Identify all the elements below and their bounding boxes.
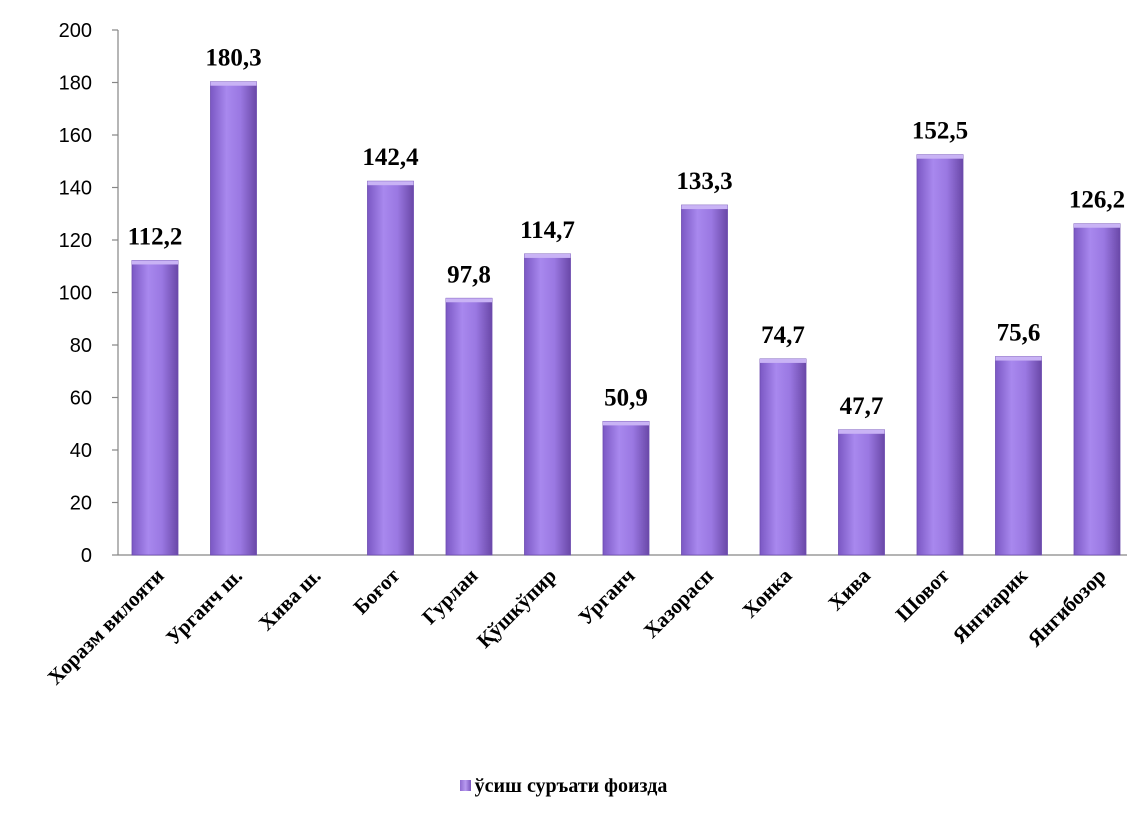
bar-top-bevel (917, 154, 963, 159)
bar (131, 260, 179, 556)
bar-body (524, 253, 571, 556)
y-tick-label: 120 (59, 230, 92, 252)
bar-body (131, 260, 179, 556)
x-tick-label: Хива (823, 563, 875, 615)
y-tick-label: 140 (59, 178, 92, 200)
bar-top-bevel (446, 298, 492, 303)
bar-body (681, 204, 728, 556)
y-tick-label: 180 (59, 73, 92, 95)
bar-body (916, 154, 964, 556)
bar-body (759, 358, 807, 556)
y-tick-label: 40 (70, 440, 92, 462)
bar-top-bevel (838, 429, 885, 434)
data-label: 74,7 (761, 322, 805, 349)
bar-body (1073, 223, 1121, 556)
y-tick-label: 20 (70, 493, 92, 515)
bars (131, 81, 1121, 556)
x-tick-label: Янгиарик (948, 563, 1033, 648)
bar (995, 356, 1042, 556)
y-tick-label: 60 (70, 388, 92, 410)
data-label: 142,4 (362, 144, 419, 171)
y-tick-label: 100 (59, 283, 92, 305)
data-labels: 112,2 180,3 142,4 97,8 114,7 50,9 133,3 74,7 47,… (128, 45, 1126, 420)
legend: ўсиш суръати фоизда (0, 775, 1127, 798)
bar (445, 297, 493, 556)
x-tick-label: Хоразм вилояти (43, 564, 169, 690)
x-tick-label: Урганч (574, 563, 640, 629)
data-label: 133,3 (676, 168, 732, 195)
bar (681, 204, 728, 556)
x-tick-label: Хонка (738, 563, 797, 622)
bar-top-bevel (132, 260, 178, 265)
data-label: 112,2 (128, 223, 183, 250)
data-label: 75,6 (997, 320, 1041, 347)
bar (524, 253, 571, 556)
data-label: 97,8 (447, 261, 491, 288)
y-tick-label: 0 (81, 545, 92, 567)
bar-top-bevel (367, 181, 414, 186)
bar-body (367, 180, 414, 556)
bar-body (995, 356, 1042, 556)
legend-label: ўсиш суръати фоизда (474, 775, 668, 797)
bar-top-bevel (210, 81, 257, 86)
bar-body (445, 297, 493, 556)
x-tick-label: Гурлан (417, 564, 482, 629)
x-tick-label: Хазорасп (639, 564, 718, 643)
x-tick-label: Шовот (891, 563, 954, 626)
x-tick-label: Урганч ш. (161, 564, 247, 650)
y-tick-label: 160 (59, 125, 92, 147)
x-tick-label: Янгибозор (1023, 564, 1111, 652)
bar-top-bevel (524, 253, 571, 258)
data-label: 47,7 (840, 393, 884, 420)
bar-body (602, 420, 650, 556)
bar (1073, 223, 1121, 556)
bar (759, 358, 807, 556)
bar-top-bevel (760, 358, 806, 363)
bar (210, 81, 257, 556)
bar-top-bevel (995, 356, 1042, 361)
legend-swatch (459, 780, 471, 791)
bar-top-bevel (681, 205, 728, 210)
bar-top-bevel (603, 421, 649, 426)
y-tick-label: 80 (70, 335, 92, 357)
bar-body (210, 81, 257, 556)
y-axis: 0 20 40 60 80 100 120 140 160 180 200 (59, 20, 1127, 567)
bar (602, 420, 650, 556)
data-label: 50,9 (604, 384, 648, 411)
x-tick-label: Боғот (349, 563, 405, 619)
data-label: 114,7 (520, 217, 575, 244)
data-label: 126,2 (1069, 187, 1125, 214)
bar-top-bevel (1074, 223, 1120, 228)
y-tick-label: 200 (59, 20, 92, 42)
data-label: 180,3 (205, 45, 261, 72)
x-tick-label: Хива ш. (254, 564, 326, 636)
bar (367, 180, 414, 556)
bar-body (838, 429, 885, 556)
bar (916, 154, 964, 556)
bar (838, 429, 885, 556)
x-tick-label: Қўшкўпир (472, 564, 561, 653)
data-label: 152,5 (912, 118, 968, 145)
